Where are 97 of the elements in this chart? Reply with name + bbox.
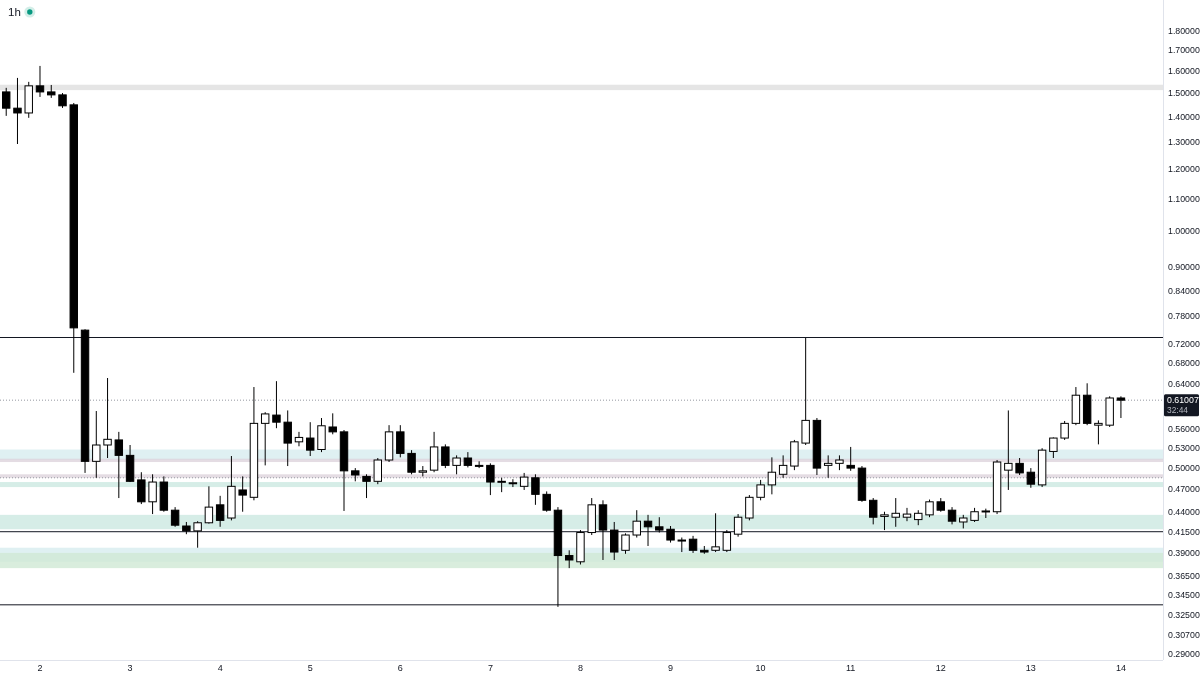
y-tick-label: 0.32500: [1168, 610, 1200, 621]
candlestick: [362, 473, 371, 499]
candlestick: [193, 520, 202, 549]
candlestick: [722, 529, 732, 553]
ref-line-label: 0.61007: [1167, 395, 1199, 406]
y-tick-label: 0.68000: [1168, 358, 1200, 369]
candlestick: [869, 497, 878, 525]
y-tick-label: 0.41500: [1168, 526, 1200, 537]
candlestick: [891, 497, 900, 528]
candlestick: [204, 485, 214, 525]
x-tick-label: 12: [935, 663, 946, 673]
x-tick-label: 8: [577, 663, 583, 673]
x-tick-label: 4: [217, 663, 223, 673]
y-tick-label: 0.84000: [1168, 285, 1200, 296]
candlestick: [1060, 420, 1069, 441]
candlestick: [846, 446, 855, 472]
y-tick-label: 1.40000: [1168, 111, 1200, 122]
candlestick: [396, 424, 405, 458]
y-tick-label: 0.78000: [1168, 311, 1200, 322]
y-tick-label: 0.53000: [1168, 443, 1200, 454]
x-tick-label: 14: [1115, 663, 1126, 673]
candlestick: [13, 77, 22, 145]
y-tick-label: 1.70000: [1168, 45, 1200, 56]
x-tick-label: 6: [397, 663, 403, 673]
candlestick: [610, 521, 619, 561]
candlestick: [114, 431, 124, 499]
candlestick: [632, 509, 641, 539]
candlestick: [452, 454, 461, 475]
candlestick: [902, 507, 912, 522]
y-tick-label: 1.00000: [1168, 226, 1200, 237]
y-tick-label: 0.90000: [1168, 262, 1200, 273]
candlestick: [306, 421, 315, 457]
y-tick-label: 0.36500: [1168, 570, 1200, 581]
candlestick: [767, 456, 777, 495]
candlestick: [103, 377, 112, 459]
candlestick: [373, 457, 382, 485]
candlestick: [486, 462, 495, 496]
candlestick: [441, 443, 450, 469]
y-tick-label: 0.44000: [1168, 506, 1200, 517]
x-tick-label: 9: [668, 663, 674, 673]
candlestick: [429, 431, 439, 473]
y-tick-label: 1.30000: [1168, 136, 1200, 147]
x-tick-label: 5: [307, 663, 313, 673]
text: 1h: [8, 6, 21, 18]
y-tick-label: 1.80000: [1168, 25, 1200, 36]
candlestick: [283, 409, 292, 467]
candlestick: [260, 411, 270, 466]
y-tick-label: 1.50000: [1168, 88, 1200, 99]
x-tick-label: 11: [846, 663, 856, 673]
y-tick-label: 0.72000: [1168, 338, 1200, 349]
x-tick-label: 3: [127, 663, 133, 673]
y-tick-label: 0.39000: [1168, 547, 1200, 558]
x-tick-label: 7: [487, 663, 493, 673]
candlestick: [621, 532, 630, 555]
y-tick-label: 1.20000: [1168, 164, 1200, 175]
candlestick: [328, 412, 337, 435]
candlestick: [1116, 395, 1126, 419]
candlestick: [1004, 409, 1013, 491]
y-tick-label: 1.60000: [1168, 66, 1200, 77]
candlestick: [508, 478, 518, 488]
candlestick: [238, 475, 247, 513]
text: 32:44: [1167, 405, 1189, 416]
candlestick: [407, 449, 416, 475]
candlestick: [1026, 467, 1036, 489]
candlestick: [531, 473, 540, 506]
candlestick: [711, 512, 720, 553]
candlestick: [1094, 419, 1103, 445]
y-tick-label: 0.29000: [1168, 649, 1200, 660]
x-tick-label: 2: [37, 663, 43, 673]
candlestick: [148, 473, 157, 515]
candlestick: [35, 65, 45, 98]
candlestick: [733, 513, 743, 538]
y-tick-label: 0.64000: [1168, 378, 1200, 389]
y-tick-label: 0.30700: [1168, 629, 1200, 640]
x-tick-label: 13: [1025, 663, 1036, 673]
candlestick: [137, 471, 146, 505]
candlestick: [1049, 436, 1058, 459]
y-tick-label: 0.56000: [1168, 424, 1200, 435]
x-tick-label: 10: [755, 663, 766, 673]
candlestick: [2, 87, 11, 117]
candlestick: [745, 494, 754, 521]
candlestick: [272, 380, 281, 429]
candlestick: [542, 490, 551, 513]
y-tick-label: 0.50000: [1168, 463, 1200, 474]
candlestick: [170, 506, 180, 528]
y-tick-label: 0.47000: [1168, 484, 1200, 495]
candlestick: [215, 495, 225, 528]
y-tick-label: 1.10000: [1168, 193, 1200, 204]
candlestick: [880, 511, 889, 531]
candlestick: [778, 454, 788, 479]
candlestick: [801, 337, 810, 446]
candlestick: [317, 417, 326, 453]
y-tick-label: 0.34500: [1168, 589, 1200, 600]
candlestick: [756, 479, 765, 501]
candlestick: [92, 410, 101, 479]
candlestick: [823, 454, 833, 479]
candlestick: [474, 460, 484, 469]
